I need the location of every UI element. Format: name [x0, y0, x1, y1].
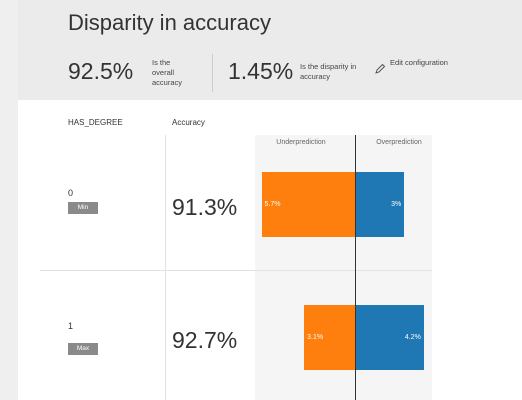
metric-label: Is the overall accuracy [152, 58, 183, 87]
accuracy: 92.7% [172, 327, 238, 353]
title: Disparity in accuracy [68, 10, 271, 35]
bar [304, 305, 355, 370]
column-divider [165, 135, 166, 400]
group-value: 1 [68, 321, 74, 331]
bar-label: 3% [391, 201, 402, 208]
bar [355, 172, 405, 237]
metric-label: Is the disparity in accuracy [300, 62, 357, 81]
badge: Min [68, 202, 98, 214]
accuracy: 91.3% [172, 194, 238, 220]
chart-label: Overprediction [376, 139, 422, 146]
header [18, 0, 522, 100]
bar-label: 3.1% [307, 334, 324, 341]
bar [261, 172, 355, 237]
bar-label: 4.2% [404, 334, 421, 341]
badge: Max [68, 343, 98, 355]
row-divider [40, 270, 432, 271]
column-header: Accuracy [172, 118, 205, 127]
bar [355, 305, 424, 370]
metric-value: 1.45% [228, 58, 294, 84]
edit-button[interactable]: Edit configuration [390, 58, 448, 67]
group-value: 0 [68, 188, 74, 198]
edit-icon[interactable] [374, 63, 386, 75]
bar-label: 5.7% [264, 201, 281, 208]
column-header: HAS_DEGREE [68, 118, 123, 127]
divider [212, 54, 213, 92]
center-line [355, 135, 356, 400]
chart-label: Underprediction [276, 139, 326, 146]
metric-value: 92.5% [68, 58, 134, 84]
